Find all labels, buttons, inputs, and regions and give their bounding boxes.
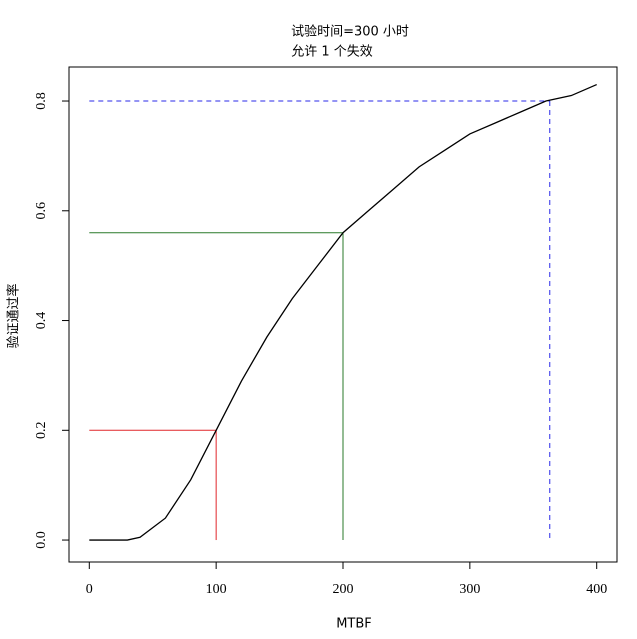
x-tick-label: 300 (459, 582, 480, 597)
x-axis-label: MTBF (336, 617, 372, 632)
y-tick-label: 0.4 (34, 312, 49, 330)
y-tick-label: 0.0 (34, 531, 49, 549)
x-tick-label: 200 (333, 582, 354, 597)
y-axis-label: 验证通过率 (6, 283, 22, 348)
data-line (89, 83, 597, 541)
chart-title: 试验时间=300 小时 (291, 24, 409, 40)
x-tick-label: 400 (586, 582, 607, 597)
y-tick-label: 0.2 (34, 422, 49, 440)
y-tick-label: 0.6 (34, 202, 49, 220)
chart-subtitle: 允许 1 个失效 (291, 44, 373, 60)
x-tick-label: 0 (86, 582, 93, 597)
y-tick-label: 0.8 (34, 92, 49, 110)
x-tick-label: 100 (206, 582, 227, 597)
